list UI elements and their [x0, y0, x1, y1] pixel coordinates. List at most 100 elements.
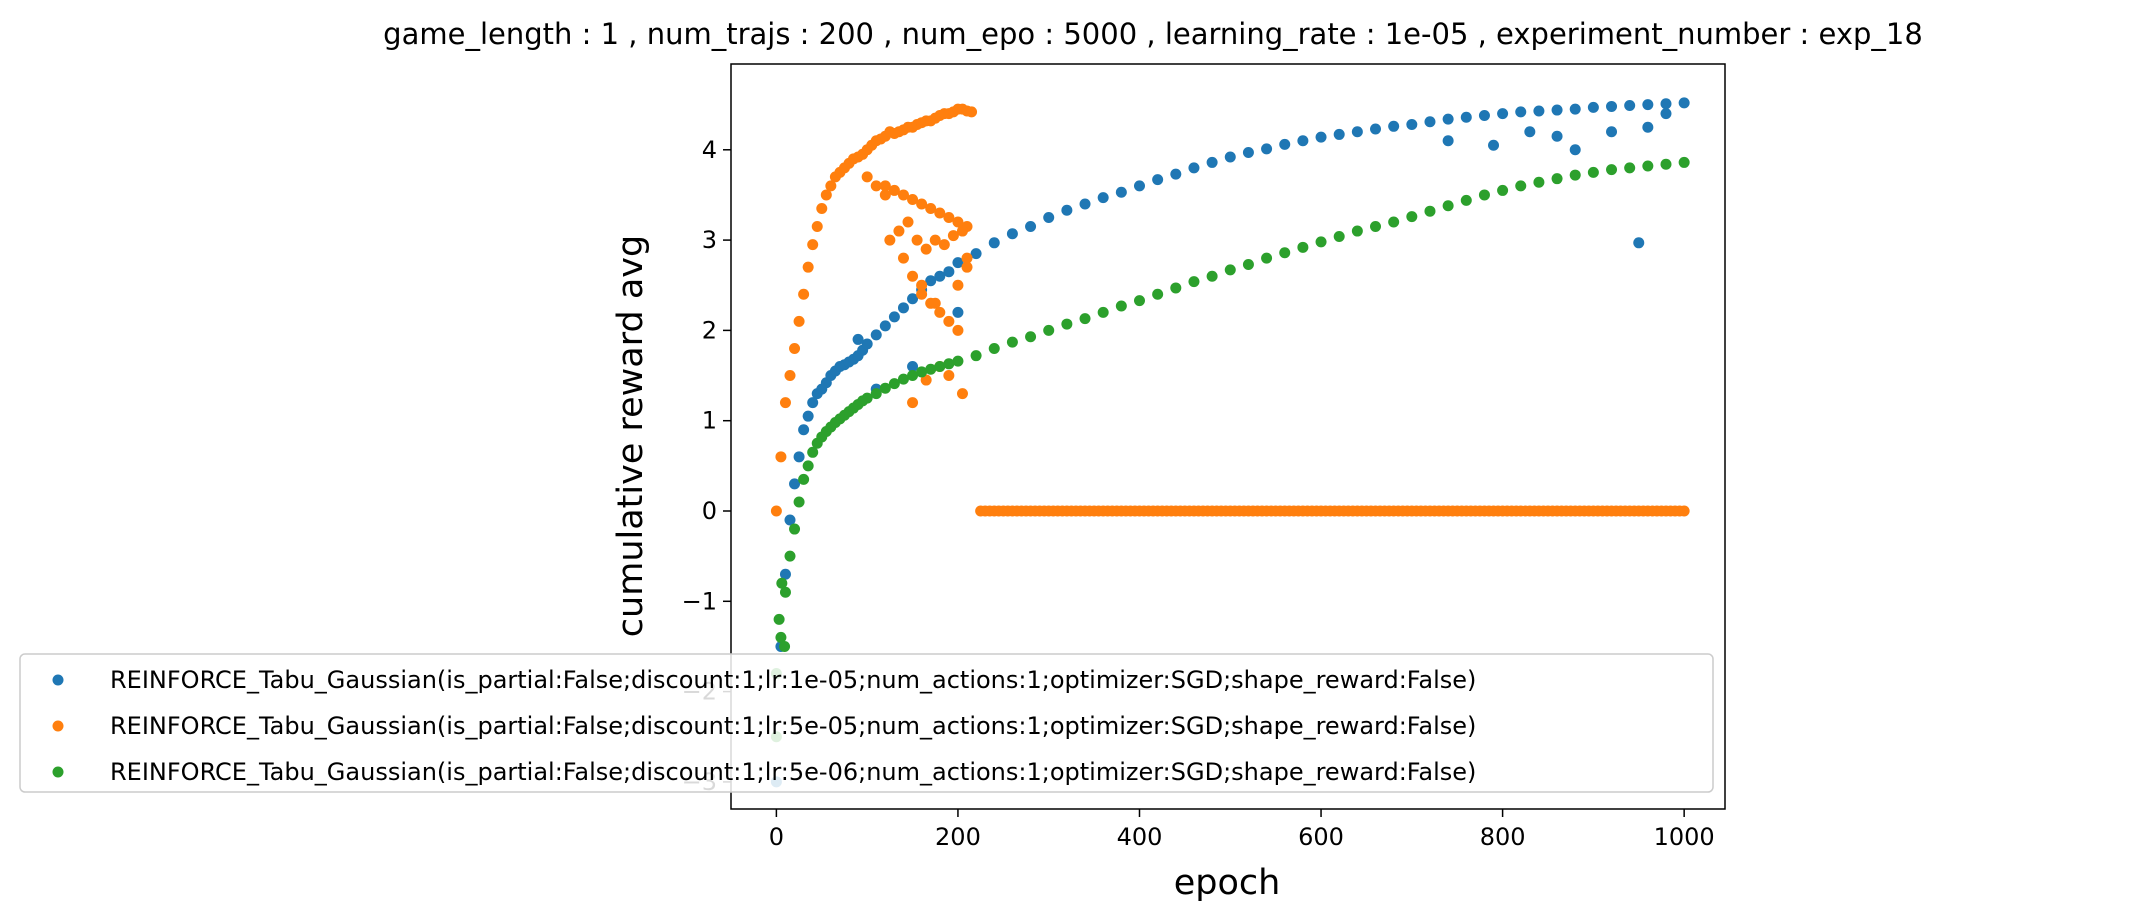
data-point: [897, 189, 909, 201]
data-point: [770, 505, 782, 517]
data-point: [907, 361, 919, 373]
data-point: [1424, 205, 1436, 217]
data-point: [1315, 236, 1327, 248]
data-point: [776, 577, 788, 589]
data-point: [966, 106, 978, 118]
data-point: [1678, 156, 1690, 168]
data-point: [870, 180, 882, 192]
data-point: [916, 279, 928, 291]
data-point: [1515, 180, 1527, 192]
data-point: [1388, 120, 1400, 132]
data-point: [798, 424, 810, 436]
data-point: [1406, 119, 1418, 131]
data-point: [893, 225, 905, 237]
data-point: [1406, 211, 1418, 223]
data-point: [907, 397, 919, 409]
data-point: [1333, 230, 1345, 242]
x-tick-label: 200: [935, 823, 981, 851]
data-point: [879, 180, 891, 192]
data-point: [807, 239, 819, 251]
data-point: [1297, 135, 1309, 147]
data-point: [1043, 324, 1055, 336]
data-point: [779, 640, 791, 652]
data-point: [802, 261, 814, 273]
data-point: [1642, 160, 1654, 172]
data-point: [1633, 237, 1645, 249]
data-point: [1660, 158, 1672, 170]
data-point: [907, 193, 919, 205]
data-point: [961, 252, 973, 264]
legend-label: REINFORCE_Tabu_Gaussian(is_partial:False…: [110, 666, 1476, 694]
y-tick-label: 4: [702, 136, 717, 164]
legend-label: REINFORCE_Tabu_Gaussian(is_partial:False…: [110, 758, 1476, 786]
data-point: [807, 446, 819, 458]
data-point: [907, 293, 919, 305]
data-point: [1133, 295, 1145, 307]
x-tick-label: 1000: [1654, 823, 1715, 851]
legend-marker: [52, 720, 64, 732]
y-tick-label: 2: [702, 316, 717, 344]
data-point: [789, 478, 801, 490]
data-point: [1133, 180, 1145, 192]
data-point: [807, 397, 819, 409]
data-point: [1279, 138, 1291, 150]
data-point: [970, 248, 982, 260]
data-point: [1488, 139, 1500, 151]
y-tick-label: 3: [702, 226, 717, 254]
data-point: [784, 550, 796, 562]
x-tick-label: 0: [769, 823, 784, 851]
legend: REINFORCE_Tabu_Gaussian(is_partial:False…: [19, 653, 1714, 793]
data-point: [888, 378, 900, 390]
data-point: [779, 568, 791, 580]
data-point: [1569, 144, 1581, 156]
data-point: [925, 275, 937, 287]
data-point: [861, 392, 873, 404]
data-point: [1370, 221, 1382, 233]
data-point: [884, 234, 896, 246]
data-point: [934, 207, 946, 219]
data-point: [793, 496, 805, 508]
data-point: [1315, 131, 1327, 143]
data-point: [897, 252, 909, 264]
data-point: [952, 324, 964, 336]
data-point: [920, 243, 932, 255]
data-points: [770, 97, 1690, 788]
data-point: [934, 306, 946, 318]
data-point: [861, 338, 873, 350]
data-point: [1206, 156, 1218, 168]
data-point: [1642, 121, 1654, 133]
data-point: [1279, 247, 1291, 259]
data-point: [1188, 162, 1200, 174]
data-point: [879, 382, 891, 394]
x-axis-ticks: 0 200 400 600 800 1000: [769, 809, 1715, 851]
data-point: [920, 374, 932, 386]
data-point: [1025, 331, 1037, 343]
data-point: [988, 237, 1000, 249]
data-point: [1660, 108, 1672, 120]
data-point: [1351, 225, 1363, 237]
series-4: [975, 505, 1690, 517]
data-point: [1025, 221, 1037, 233]
y-tick-label: 1: [702, 407, 717, 435]
data-point: [784, 514, 796, 526]
legend-marker: [52, 766, 64, 778]
data-point: [947, 230, 959, 242]
data-point: [1478, 189, 1490, 201]
data-point: [1442, 200, 1454, 212]
data-point: [879, 320, 891, 332]
data-point: [1533, 105, 1545, 117]
data-point: [1624, 162, 1636, 174]
data-point: [943, 266, 955, 278]
data-point: [775, 451, 787, 463]
x-axis-label: epoch: [1174, 863, 1281, 903]
data-point: [1061, 204, 1073, 216]
data-point: [1442, 113, 1454, 125]
data-point: [1678, 97, 1690, 109]
data-point: [1297, 241, 1309, 253]
data-point: [879, 189, 891, 201]
data-point: [1224, 264, 1236, 276]
data-point: [1478, 109, 1490, 121]
data-point: [1261, 252, 1273, 264]
data-point: [925, 363, 937, 375]
data-point: [1569, 103, 1581, 115]
